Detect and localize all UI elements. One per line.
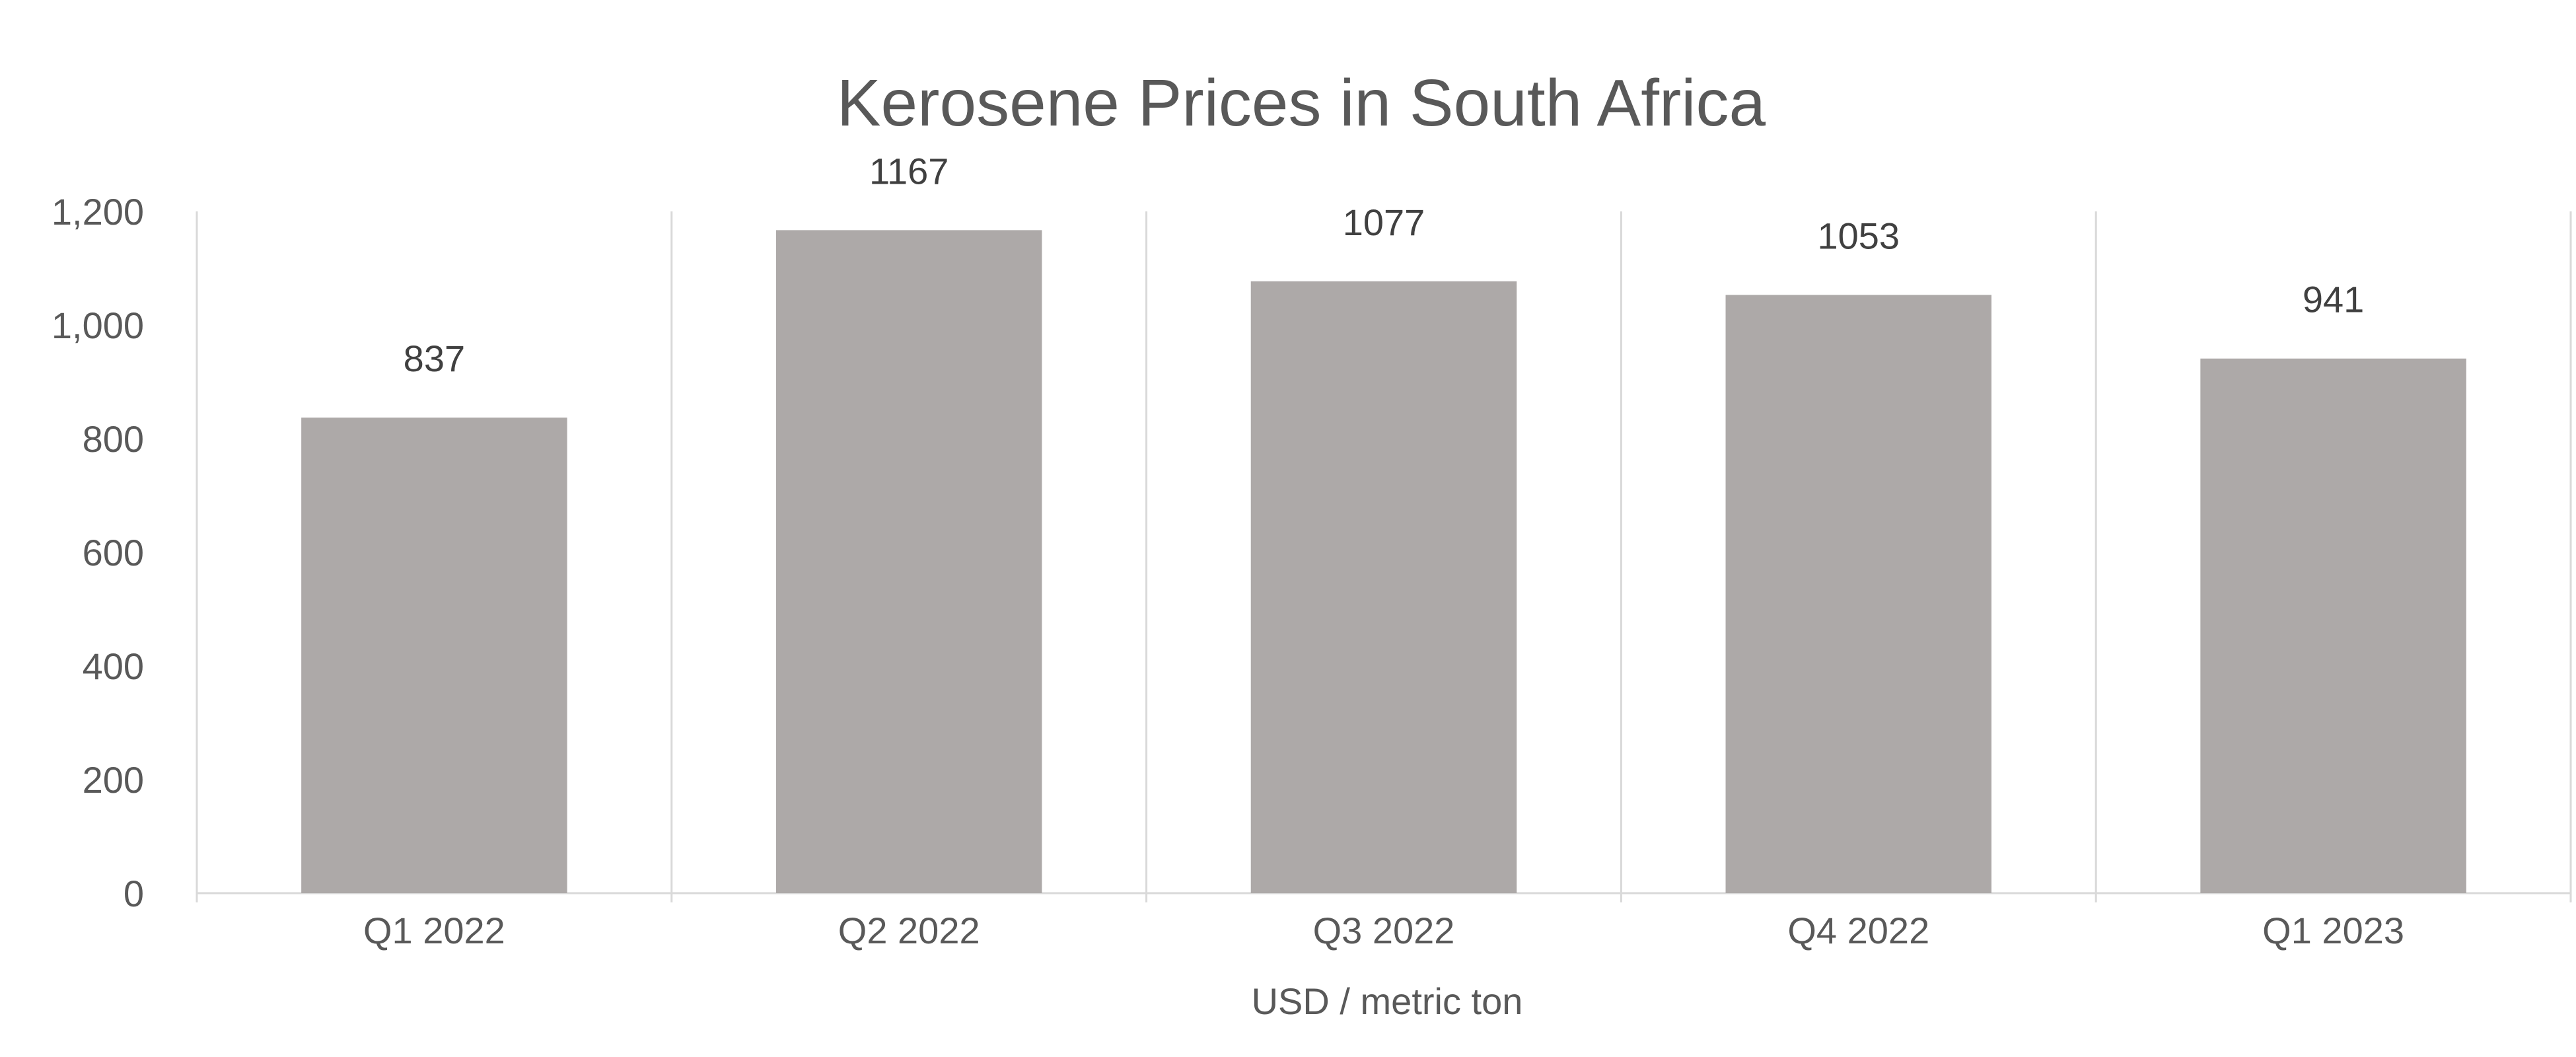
y-tick-label: 200 xyxy=(83,759,144,801)
x-axis-title: USD / metric ton xyxy=(1252,980,1523,1022)
data-label-q4-2022: 1053 xyxy=(1818,215,1900,256)
bar-q1-2023 xyxy=(2200,358,2466,893)
bars xyxy=(301,230,2466,893)
data-labels: 837 1167 1077 1053 941 xyxy=(404,150,2365,379)
bar-q4-2022 xyxy=(1725,295,1992,893)
y-tick-label: 800 xyxy=(83,418,144,460)
bar-q2-2022 xyxy=(775,230,1042,893)
bar-q3-2022 xyxy=(1250,281,1517,893)
x-tick-label: Q1 2023 xyxy=(2262,910,2404,951)
y-tick-label: 600 xyxy=(83,532,144,573)
x-tick-label: Q4 2022 xyxy=(1787,910,1929,951)
data-label-q1-2022: 837 xyxy=(404,338,465,379)
data-label-q2-2022: 1167 xyxy=(869,150,948,192)
x-tick-label: Q3 2022 xyxy=(1313,910,1455,951)
data-label-q1-2023: 941 xyxy=(2303,279,2364,320)
x-tick-label: Q2 2022 xyxy=(838,910,980,951)
y-tick-label: 400 xyxy=(83,645,144,687)
chart-title: Kerosene Prices in South Africa xyxy=(837,66,1766,140)
y-tick-label: 1,000 xyxy=(52,305,144,346)
y-tick-label: 1,200 xyxy=(52,191,144,233)
y-axis-ticks: 0 200 400 600 800 1,000 1,200 xyxy=(52,191,144,914)
bar-q1-2022 xyxy=(301,418,567,893)
y-tick-label: 0 xyxy=(124,873,144,914)
x-axis-ticks: Q1 2022 Q2 2022 Q3 2022 Q4 2022 Q1 2023 xyxy=(363,910,2404,951)
data-label-q3-2022: 1077 xyxy=(1343,201,1425,243)
x-tick-label: Q1 2022 xyxy=(363,910,505,951)
